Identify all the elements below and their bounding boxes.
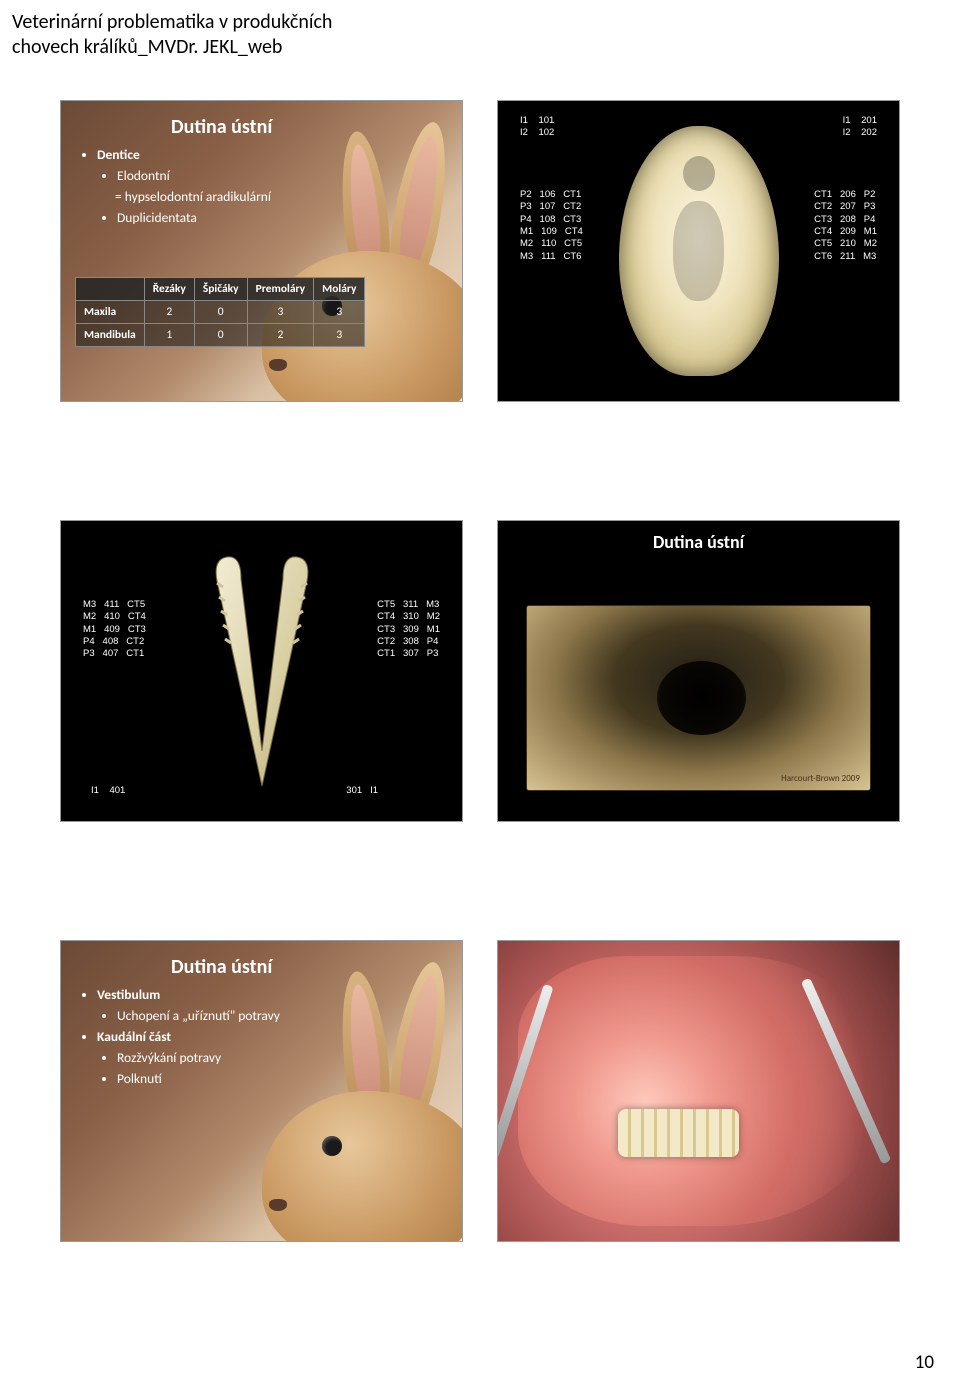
header-line-2: chovech králíků_MVDr. JEKL_web: [12, 35, 282, 59]
col-premolary: Premoláry: [247, 278, 314, 301]
cell: 3: [314, 324, 365, 347]
dental-formula-table: Řezáky Špičáky Premoláry Moláry Maxila 2…: [75, 277, 365, 347]
table-row: Mandibula 1 0 2 3: [76, 324, 365, 347]
labels-mid-left: P2 106 CT1 P3 107 CT2 P4 108 CT3 M1 109 …: [520, 189, 583, 263]
header-line-1: Veterinární problematika v produkčních: [12, 10, 332, 34]
page-number: 10: [915, 1351, 934, 1374]
col-spicaky: Špičáky: [194, 278, 247, 301]
mandible-illustration: [167, 551, 357, 801]
slide4-title: Dutina ústní: [498, 531, 899, 553]
table-row: Maxila 2 0 3 3: [76, 301, 365, 324]
slide1-title: Dutina ústní: [61, 101, 462, 145]
row-maxila: Maxila: [76, 301, 145, 324]
instrument-left: [497, 984, 554, 1158]
anatomy-photo: Harcourt-Brown 2009: [526, 605, 871, 791]
cell: 0: [194, 301, 247, 324]
labels-right: CT5 311 M3 CT4 310 M2 CT3 309 M1 CT2 308…: [377, 599, 440, 661]
labels-top-left: I1 101 I2 102: [520, 115, 554, 140]
col-rezaky: Řezáky: [144, 278, 194, 301]
labels-top-right: I1 201 I2 202: [843, 115, 877, 140]
col-molary: Moláry: [314, 278, 365, 301]
slide-row-3: Dutina ústní Vestibulum Uchopení a „uříz…: [60, 940, 900, 1242]
cell: 3: [247, 301, 314, 324]
cell: 1: [144, 324, 194, 347]
teeth-region: [618, 1109, 738, 1157]
skull-illustration: [619, 126, 779, 376]
cell: 2: [247, 324, 314, 347]
photo-credit: Harcourt-Brown 2009: [781, 773, 860, 784]
slide-vestibulum: Dutina ústní Vestibulum Uchopení a „uříz…: [60, 940, 463, 1242]
table-row: Řezáky Špičáky Premoláry Moláry: [76, 278, 365, 301]
slide-surgery-photo: [497, 940, 900, 1242]
labels-mid-right: CT1 206 P2 CT2 207 P3 CT3 208 P4 CT4 209…: [814, 189, 877, 263]
instrument-right: [801, 978, 891, 1165]
rabbit-illustration: [182, 1011, 463, 1242]
slide-mandible: M3 411 CT5 M2 410 CT4 M1 409 CT3 P4 408 …: [60, 520, 463, 822]
labels-bl: I1 401: [91, 785, 125, 797]
labels-left: M3 411 CT5 M2 410 CT4 M1 409 CT3 P4 408 …: [83, 599, 146, 661]
slide-row-2: M3 411 CT5 M2 410 CT4 M1 409 CT3 P4 408 …: [60, 520, 900, 822]
labels-br: 301 I1: [346, 785, 378, 797]
slide-row-1: Dutina ústní Dentice Elodontní = hypselo…: [60, 100, 900, 402]
slide-dentice: Dutina ústní Dentice Elodontní = hypselo…: [60, 100, 463, 402]
cell: 0: [194, 324, 247, 347]
row-mandibula: Mandibula: [76, 324, 145, 347]
slide-skull-dorsal: I1 101 I2 102 I1 201 I2 202 P2 106 CT1 P…: [497, 100, 900, 402]
slide5-title: Dutina ústní: [61, 941, 462, 985]
page-header: Veterinární problematika v produkčních c…: [12, 10, 332, 60]
cell: 2: [144, 301, 194, 324]
cell: 3: [314, 301, 365, 324]
slide-oral-cavity-photo: Dutina ústní Harcourt-Brown 2009: [497, 520, 900, 822]
